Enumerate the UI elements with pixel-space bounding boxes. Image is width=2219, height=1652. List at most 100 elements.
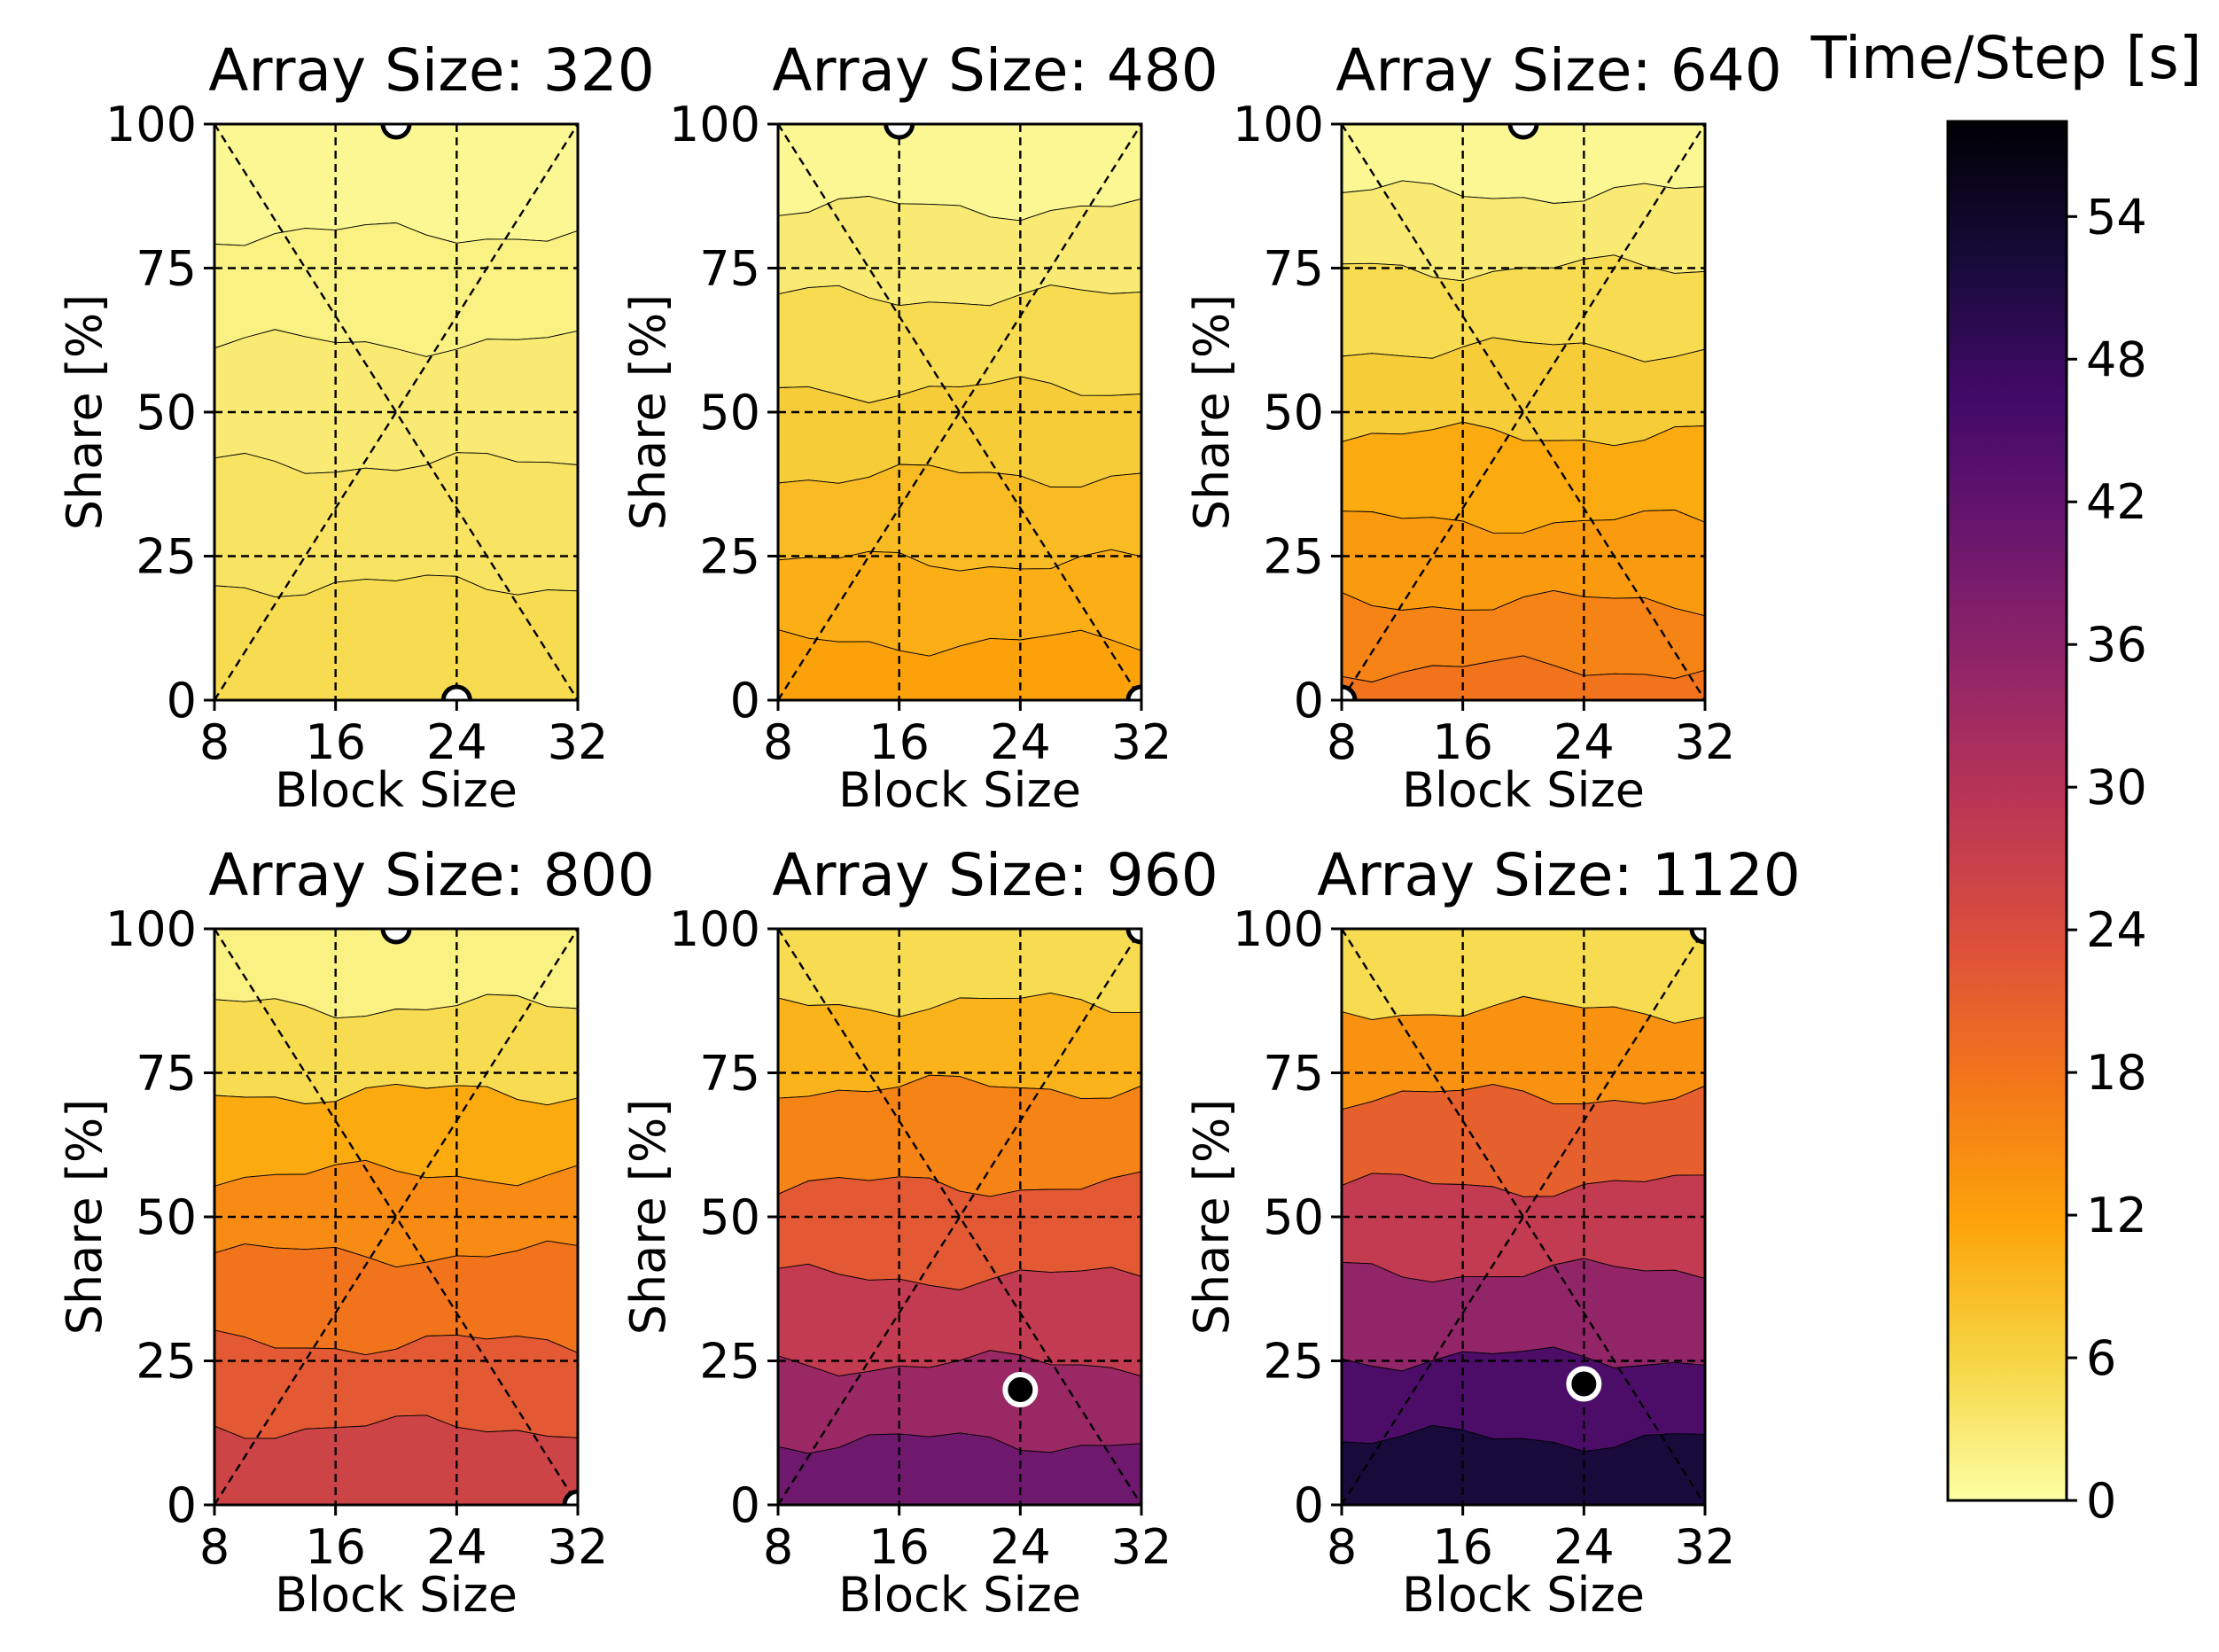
colorbar-tick-label: 36 (2086, 617, 2147, 673)
y-tick-label: 75 (136, 241, 197, 297)
optimum-marker (1125, 929, 1141, 945)
y-tick-label: 75 (1263, 241, 1324, 297)
x-tick-label: 16 (1432, 714, 1493, 770)
contour-band (778, 629, 1141, 700)
panel-title: Array Size: 960 (772, 841, 1218, 909)
x-tick-label: 8 (763, 714, 793, 770)
y-tick-label: 100 (1233, 97, 1324, 152)
diagonal-line (778, 124, 1141, 700)
contour-band (214, 329, 578, 474)
y-tick-label: 0 (167, 673, 197, 729)
x-tick-label: 24 (426, 714, 487, 770)
y-tick-label: 25 (1263, 529, 1324, 585)
contour-band (778, 1432, 1141, 1505)
diagonal-line (214, 124, 578, 700)
x-tick-label: 16 (868, 1519, 930, 1575)
diagonal-line (214, 929, 578, 1505)
x-tick-label: 24 (1553, 714, 1615, 770)
y-tick-label: 75 (699, 241, 760, 297)
y-tick-label: 100 (1233, 901, 1324, 957)
x-tick-label: 24 (426, 1519, 487, 1575)
diagonal-line (1342, 929, 1705, 1505)
contour-band (214, 452, 578, 598)
optimum-marker (1342, 684, 1358, 700)
panel-4: 8 16 24 32 0 25 50 75 100 Block Size Share [%] Arra… (57, 841, 655, 1623)
x-tick-label: 24 (990, 1519, 1051, 1575)
y-tick-label: 75 (699, 1046, 760, 1102)
x-tick-label: 16 (305, 714, 366, 770)
x-tick-label: 8 (1327, 714, 1357, 770)
y-tick-label: 75 (1263, 1046, 1324, 1102)
x-tick-label: 8 (1327, 1519, 1357, 1575)
y-axis-label: Share [%] (620, 294, 676, 530)
y-axis-label: Share [%] (1184, 294, 1240, 530)
y-tick-label: 0 (1294, 673, 1324, 729)
panel-title: Array Size: 320 (208, 36, 654, 105)
diagonal-line (778, 124, 1141, 700)
panel-title: Array Size: 1120 (1317, 841, 1800, 909)
y-tick-label: 25 (1263, 1334, 1324, 1390)
colorbar-tick-label: 18 (2086, 1045, 2147, 1101)
y-tick-label: 25 (699, 529, 760, 585)
optimum-marker (380, 124, 412, 140)
colorbar-gradient (1946, 120, 2068, 1502)
colorbar-tick-label: 24 (2086, 902, 2147, 958)
x-axis-label: Block Size (1402, 762, 1645, 818)
x-tick-label: 32 (1111, 1519, 1172, 1575)
diagonal-line (214, 929, 578, 1505)
contour-band (1342, 1424, 1705, 1505)
diagonal-line (778, 929, 1141, 1505)
x-axis-label: Block Size (838, 762, 1081, 818)
x-tick-label: 8 (199, 714, 230, 770)
colorbar-tick-label: 48 (2086, 331, 2147, 387)
colorbar-title: Time/Step [s] (1810, 24, 2202, 92)
optimum-marker (884, 124, 915, 140)
colorbar-tick-label: 6 (2086, 1330, 2116, 1386)
y-axis-label: Share [%] (1184, 1099, 1240, 1335)
y-tick-label: 25 (699, 1334, 760, 1390)
contour-area (1342, 929, 1705, 1505)
contour-area (778, 929, 1141, 1505)
y-tick-label: 100 (105, 901, 197, 957)
y-axis-label: Share [%] (57, 294, 113, 530)
panel-title: Array Size: 640 (1335, 36, 1781, 105)
panels-group: 8 16 24 32 0 25 50 75 100 Block Size Share [%] Arra… (57, 36, 1801, 1623)
optimum-marker (1507, 124, 1539, 140)
contour-band (1342, 655, 1705, 700)
panel-1: 8 16 24 32 0 25 50 75 100 Block Size Share [%] Arra… (57, 36, 655, 818)
colorbar-tick-label: 54 (2086, 189, 2147, 245)
diagonal-line (778, 929, 1141, 1505)
panel-3: 8 16 24 32 0 25 50 75 100 Block Size Share [%] Arra… (1184, 36, 1782, 818)
panel-title: Array Size: 800 (208, 841, 654, 909)
contour-area (778, 124, 1141, 700)
x-axis-label: Block Size (1402, 1567, 1645, 1623)
diagonal-line (1342, 929, 1705, 1505)
y-tick-label: 0 (167, 1477, 197, 1533)
colorbar-tick-label: 0 (2086, 1473, 2116, 1529)
x-tick-label: 24 (1553, 1519, 1615, 1575)
y-tick-label: 50 (699, 1189, 760, 1245)
optimum-marker (1125, 684, 1141, 700)
x-tick-label: 16 (1432, 1519, 1493, 1575)
panel-5: 8 16 24 32 0 25 50 75 100 Block Size Share [%] Arra… (620, 841, 1219, 1623)
x-tick-label: 32 (1675, 714, 1736, 770)
panel-title: Array Size: 480 (772, 36, 1218, 105)
y-tick-label: 25 (136, 529, 197, 585)
panel-6: 8 16 24 32 0 25 50 75 100 Block Size Share [%] Arra… (1184, 841, 1801, 1623)
y-tick-label: 0 (730, 673, 760, 729)
x-tick-label: 32 (1675, 1519, 1736, 1575)
x-tick-label: 32 (1111, 714, 1172, 770)
y-axis-label: Share [%] (620, 1099, 676, 1335)
x-tick-label: 8 (199, 1519, 230, 1575)
x-axis-label: Block Size (275, 1567, 518, 1623)
contour-band (214, 1414, 578, 1505)
x-tick-label: 24 (990, 714, 1051, 770)
y-tick-label: 25 (136, 1334, 197, 1390)
diagonal-line (1342, 124, 1705, 700)
x-tick-label: 32 (548, 1519, 609, 1575)
y-axis-label: Share [%] (57, 1099, 113, 1335)
optimum-marker (1002, 1372, 1039, 1407)
contour-area (1342, 124, 1705, 700)
y-tick-label: 100 (669, 901, 760, 957)
